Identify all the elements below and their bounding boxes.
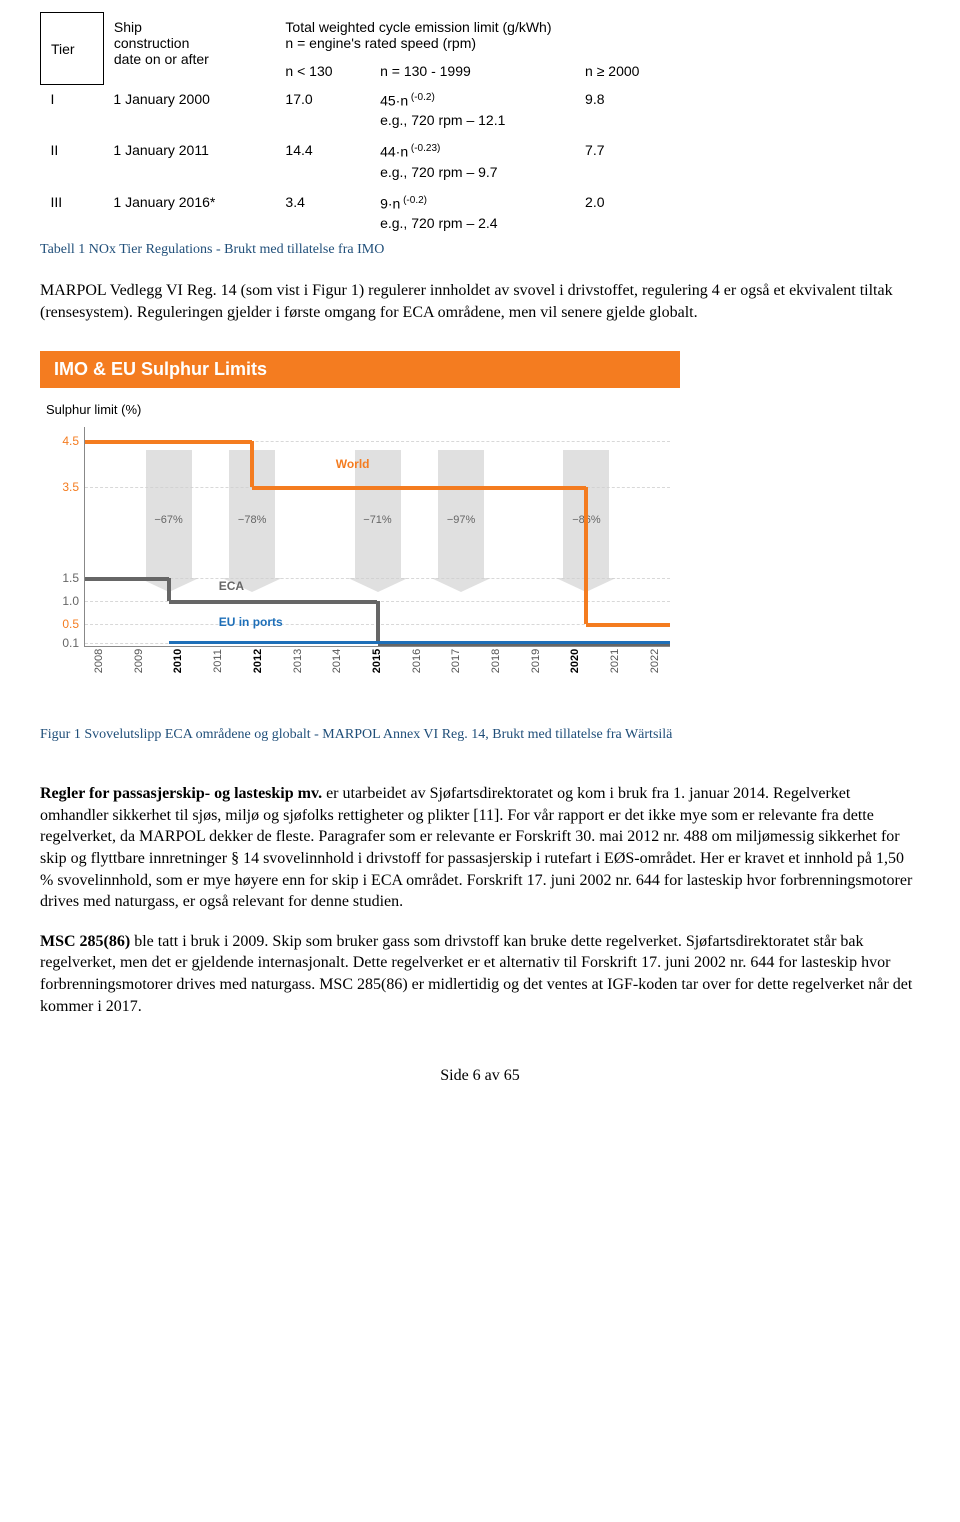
th-emission: Total weighted cycle emission limit (g/k… <box>275 13 680 57</box>
paragraph-regler: Regler for passasjerskip- og lasteskip m… <box>40 783 920 913</box>
xtick-label: 2015 <box>371 646 383 676</box>
xtick-label: 2018 <box>490 646 502 676</box>
xtick-label: 2019 <box>530 646 542 676</box>
cell-mid: 44·n (-0.23)e.g., 720 rpm – 9.7 <box>370 136 575 188</box>
th-n-mid: n = 130 - 1999 <box>370 57 575 85</box>
figure-caption: Figur 1 Svovelutslipp ECA områdene og gl… <box>40 727 920 743</box>
paragraph-msc: MSC 285(86) ble tatt i bruk i 2009. Skip… <box>40 931 920 1017</box>
xtick-label: 2022 <box>649 646 661 676</box>
cell-high: 7.7 <box>575 136 680 188</box>
msc-rest: ble tatt i bruk i 2009. Skip som bruker … <box>40 933 912 1015</box>
regler-lead: Regler for passasjerskip- og lasteskip m… <box>40 785 322 802</box>
cell-tier: I <box>41 85 104 137</box>
sulphur-banner: IMO & EU Sulphur Limits <box>40 351 680 388</box>
xtick-label: 2021 <box>609 646 621 676</box>
table-row: III1 January 2016*3.49·n (-0.2)e.g., 720… <box>41 188 681 240</box>
ytick-label: 1.0 <box>49 594 79 608</box>
xtick-label: 2009 <box>133 646 145 676</box>
cell-low: 14.4 <box>275 136 370 188</box>
cell-date: 1 January 2011 <box>103 136 275 188</box>
page-footer: Side 6 av 65 <box>40 1067 920 1085</box>
reduction-label: −78% <box>229 514 275 526</box>
series-label: World <box>336 457 370 471</box>
xtick-label: 2020 <box>569 646 581 676</box>
sulphur-xaxis: 2008200920102011201220132014201520162017… <box>84 655 670 667</box>
cell-tier: III <box>41 188 104 240</box>
table-caption: Tabell 1 NOx Tier Regulations - Brukt me… <box>40 242 920 258</box>
cell-date: 1 January 2000 <box>103 85 275 137</box>
ytick-label: 3.5 <box>49 480 79 494</box>
reduction-label: −71% <box>355 514 401 526</box>
cell-mid: 45·n (-0.2)e.g., 720 rpm – 12.1 <box>370 85 575 137</box>
regler-rest: er utarbeidet av Sjøfartsdirektoratet og… <box>40 785 912 910</box>
cell-low: 3.4 <box>275 188 370 240</box>
th-tier: Tier <box>41 13 104 85</box>
th-n-low: n < 130 <box>275 57 370 85</box>
cell-low: 17.0 <box>275 85 370 137</box>
sulphur-ytitle: Sulphur limit (%) <box>46 402 680 417</box>
reduction-label: −67% <box>146 514 192 526</box>
xtick-label: 2014 <box>331 646 343 676</box>
sulphur-figure: IMO & EU Sulphur Limits Sulphur limit (%… <box>40 351 680 707</box>
xtick-label: 2013 <box>292 646 304 676</box>
xtick-label: 2011 <box>212 646 224 676</box>
reduction-label: −97% <box>438 514 484 526</box>
series-label: ECA <box>219 579 244 593</box>
paragraph-marpol: MARPOL Vedlegg VI Reg. 14 (som vist i Fi… <box>40 280 920 323</box>
xtick-label: 2008 <box>93 646 105 676</box>
table-row: II1 January 201114.444·n (-0.23)e.g., 72… <box>41 136 681 188</box>
ytick-label: 1.5 <box>49 571 79 585</box>
table-row: I1 January 200017.045·n (-0.2)e.g., 720 … <box>41 85 681 137</box>
msc-lead: MSC 285(86) <box>40 933 130 950</box>
cell-mid: 9·n (-0.2)e.g., 720 rpm – 2.4 <box>370 188 575 240</box>
cell-high: 2.0 <box>575 188 680 240</box>
xtick-label: 2012 <box>252 646 264 676</box>
th-construction: Ship construction date on or after <box>103 13 275 85</box>
xtick-label: 2016 <box>411 646 423 676</box>
series-label: EU in ports <box>219 615 283 629</box>
xtick-label: 2017 <box>450 646 462 676</box>
ytick-label: 4.5 <box>49 434 79 448</box>
cell-date: 1 January 2016* <box>103 188 275 240</box>
sulphur-plot-area: 4.53.51.51.00.50.1−67%−78%−71%−97%−86%Wo… <box>84 427 670 647</box>
ytick-label: 0.5 <box>49 617 79 631</box>
ytick-label: 0.1 <box>49 636 79 650</box>
cell-tier: II <box>41 136 104 188</box>
cell-high: 9.8 <box>575 85 680 137</box>
nox-tier-table: Tier Ship construction date on or after … <box>40 12 680 240</box>
xtick-label: 2010 <box>172 646 184 676</box>
th-n-high: n ≥ 2000 <box>575 57 680 85</box>
